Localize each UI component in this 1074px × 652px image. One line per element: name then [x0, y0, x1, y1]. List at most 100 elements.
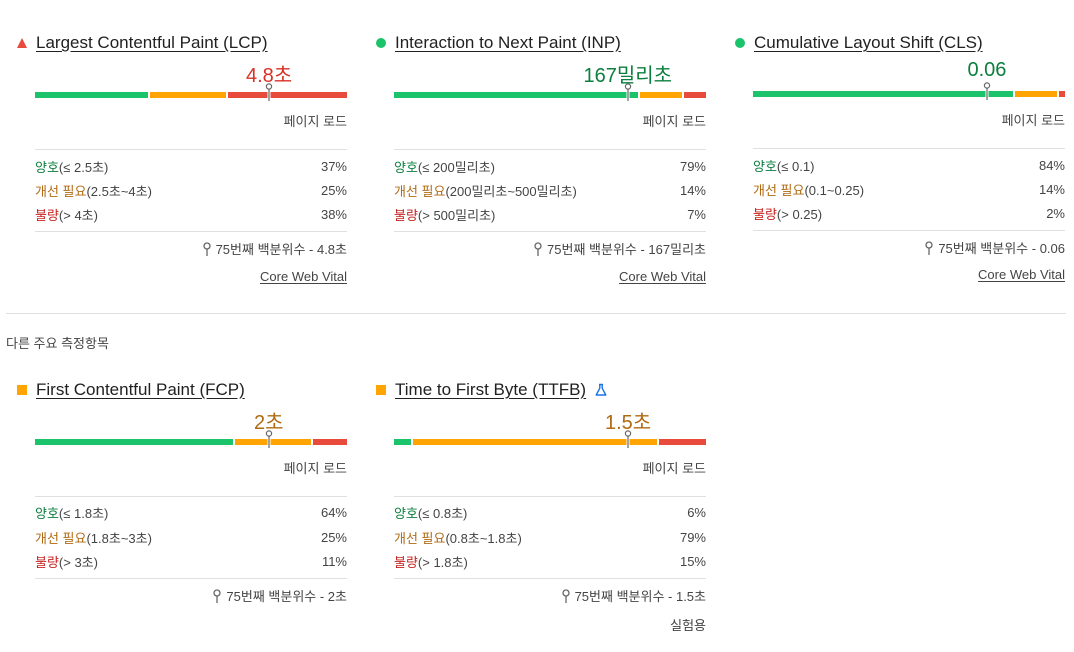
metric-title-link[interactable]: Largest Contentful Paint (LCP) [36, 33, 268, 52]
metric-value: 4.8초 [246, 65, 293, 87]
good-segment [35, 439, 233, 445]
section-title: 다른 주요 측정항목 [6, 336, 109, 351]
p75-readout: 75번째 백분위수 - 1.5초 [561, 586, 706, 605]
good-status-icon [735, 38, 745, 48]
metric-header: First Contentful Paint (FCP) [17, 378, 375, 402]
core-web-vital-link[interactable]: Core Web Vital [978, 267, 1065, 282]
metric-title-link[interactable]: Cumulative Layout Shift (CLS) [754, 33, 983, 52]
metric-title-link[interactable]: Interaction to Next Paint (INP) [395, 33, 621, 52]
poor-range: (> 3초) [58, 554, 98, 570]
needs-improvement-row: 개선 필요(2.5초~4초) 25% [35, 180, 347, 200]
divider [35, 149, 347, 150]
p75-readout: 75번째 백분위수 - 2초 [213, 586, 347, 605]
good-range: (≤ 2.5초) [58, 159, 109, 175]
needs-improvement-range: (0.8초~1.8초) [445, 530, 522, 546]
needs-improvement-label: 개선 필요 [35, 530, 87, 546]
good-label: 양호 [35, 159, 59, 175]
poor-segment [684, 92, 706, 98]
page-load-label: 페이지 로드 [642, 461, 706, 476]
needs-improvement-percent: 25% [320, 529, 347, 545]
needs-improvement-row: 개선 필요(0.8초~1.8초) 79% [394, 527, 706, 547]
needs-improvement-range: (2.5초~4초) [86, 183, 152, 199]
p75-marker-icon [624, 430, 632, 448]
metric-value: 2초 [254, 412, 284, 434]
needs-improvement-range: (200밀리초~500밀리초) [445, 183, 577, 199]
needs-improvement-segment [1015, 91, 1057, 97]
good-status-icon [376, 38, 386, 48]
metric-value: 167밀리초 [583, 65, 673, 87]
metric-header: Time to First Byte (TTFB) [376, 378, 734, 402]
good-percent: 84% [1038, 157, 1065, 173]
needs-improvement-status-icon [17, 385, 27, 395]
needs-improvement-label: 개선 필요 [394, 530, 446, 546]
p75-marker-icon [265, 83, 273, 101]
poor-range: (> 500밀리초) [417, 207, 496, 223]
divider [753, 230, 1065, 231]
core-web-vital-link[interactable]: Core Web Vital [260, 269, 347, 284]
divider [35, 496, 347, 497]
poor-label: 불량 [753, 206, 777, 222]
poor-label: 불량 [35, 554, 59, 570]
good-row: 양호(≤ 200밀리초) 79% [394, 156, 706, 176]
needs-improvement-segment [234, 439, 311, 445]
needs-improvement-range: (1.8초~3초) [86, 530, 152, 546]
location-pin-icon [534, 241, 542, 256]
needs-improvement-percent: 79% [679, 529, 706, 545]
page-load-label: 페이지 로드 [1001, 113, 1065, 128]
poor-segment [228, 92, 347, 98]
good-range: (≤ 0.1) [776, 158, 815, 174]
p75-text: 75번째 백분위수 - 1.5초 [574, 589, 706, 604]
good-label: 양호 [394, 505, 418, 521]
needs-improvement-segment [640, 92, 683, 98]
needs-improvement-row: 개선 필요(1.8초~3초) 25% [35, 527, 347, 547]
experimental-label: 실험용 [670, 618, 706, 633]
distribution-bar [753, 82, 1065, 100]
poor-row: 불량(> 500밀리초) 7% [394, 204, 706, 224]
p75-marker-icon [983, 82, 991, 100]
good-percent: 37% [320, 158, 347, 174]
metric-card-cls: Cumulative Layout Shift (CLS) 0.06 페이지 로… [735, 31, 1065, 291]
poor-segment [312, 439, 347, 445]
metric-title-link[interactable]: First Contentful Paint (FCP) [36, 380, 245, 399]
needs-improvement-label: 개선 필요 [35, 183, 87, 199]
good-label: 양호 [394, 159, 418, 175]
poor-row: 불량(> 4초) 38% [35, 204, 347, 224]
p75-text: 75번째 백분위수 - 2초 [226, 589, 347, 604]
core-web-vital-link[interactable]: Core Web Vital [619, 269, 706, 284]
poor-range: (> 4초) [58, 207, 98, 223]
page-load-label: 페이지 로드 [283, 114, 347, 129]
poor-row: 불량(> 0.25) 2% [753, 203, 1065, 223]
poor-row: 불량(> 3초) 11% [35, 551, 347, 571]
location-pin-icon [202, 241, 211, 256]
poor-percent: 38% [320, 206, 347, 222]
good-percent: 79% [679, 158, 706, 174]
poor-percent: 2% [1046, 205, 1065, 221]
metric-card-ttfb: Time to First Byte (TTFB) 1.5초 페이지 로드 양호… [376, 378, 706, 638]
good-row: 양호(≤ 2.5초) 37% [35, 156, 347, 176]
location-pin-icon [925, 240, 933, 255]
p75-readout: 75번째 백분위수 - 0.06 [925, 238, 1065, 257]
distribution-bar [394, 83, 706, 101]
p75-readout: 75번째 백분위수 - 167밀리초 [534, 239, 706, 258]
poor-row: 불량(> 1.8초) 15% [394, 551, 706, 571]
poor-segment [659, 439, 706, 445]
good-range: (≤ 200밀리초) [417, 159, 495, 175]
good-row: 양호(≤ 1.8초) 64% [35, 502, 347, 522]
good-range: (≤ 1.8초) [58, 505, 109, 521]
needs-improvement-range: (0.1~0.25) [804, 182, 865, 198]
distribution-bar [35, 430, 347, 448]
metric-title-link[interactable]: Time to First Byte (TTFB) [395, 380, 587, 399]
needs-improvement-segment [412, 439, 658, 445]
metric-value: 0.06 [967, 59, 1007, 81]
needs-improvement-status-icon [376, 385, 386, 395]
poor-range: (> 1.8초) [417, 554, 468, 570]
good-segment [394, 439, 411, 445]
divider [394, 231, 706, 232]
location-pin-icon [561, 588, 570, 603]
distribution-bar [35, 83, 347, 101]
needs-improvement-row: 개선 필요(200밀리초~500밀리초) 14% [394, 180, 706, 200]
poor-percent: 11% [321, 553, 347, 569]
needs-improvement-label: 개선 필요 [753, 182, 805, 198]
location-pin-icon [213, 588, 222, 603]
page-load-label: 페이지 로드 [642, 114, 706, 129]
